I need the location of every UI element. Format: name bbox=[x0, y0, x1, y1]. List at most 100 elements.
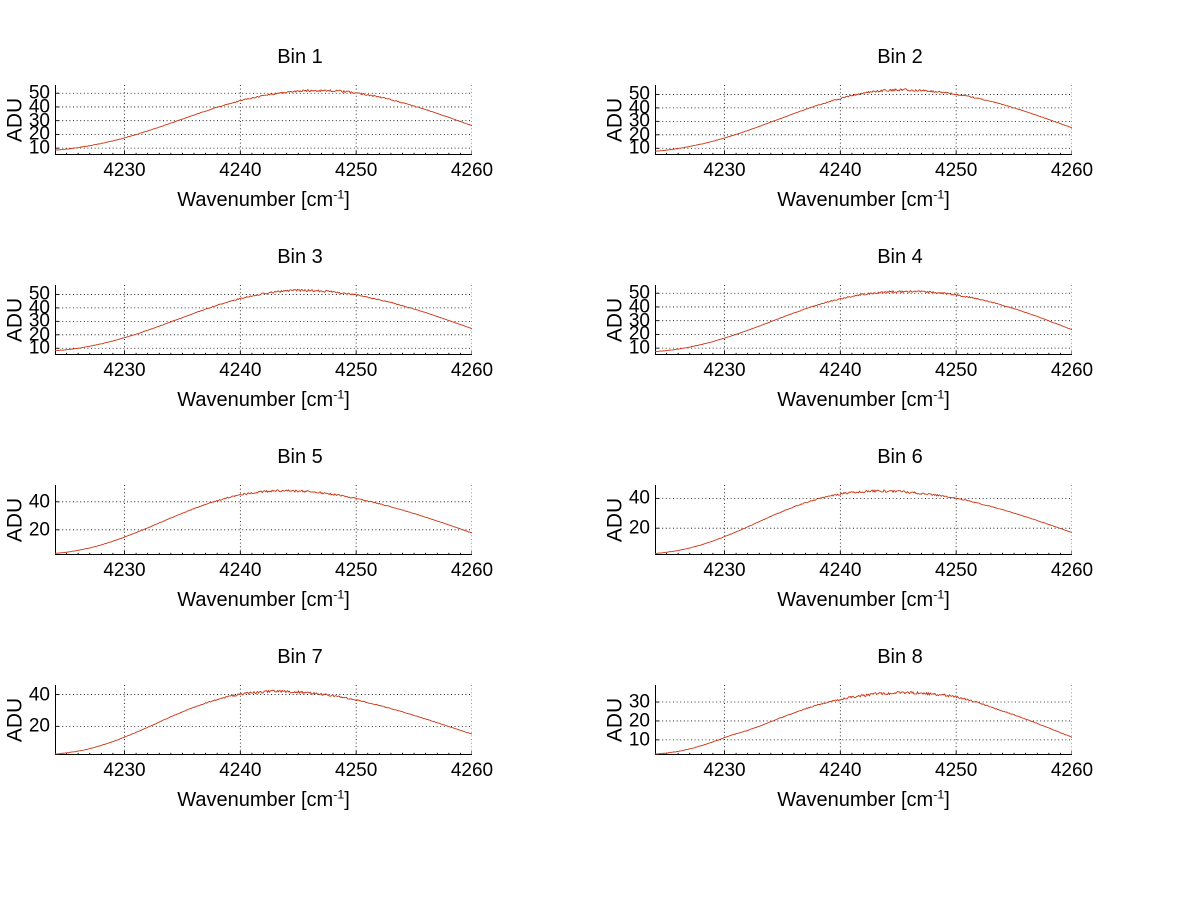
subplot-bin-1: Bin 1 ADU 10 20 30 40 50 4230 4240 4250 4260 Wavenu… bbox=[0, 45, 600, 245]
x-axis-label: Wavenumber [cm-1] bbox=[177, 588, 350, 611]
y-tick-label: 30 bbox=[28, 310, 50, 332]
x-tick-label: 4240 bbox=[219, 760, 262, 781]
y-tick-label: 50 bbox=[628, 282, 650, 304]
plot-area: ADU 20 40 4230 4240 4250 4260 Wavenumber [cm-1] bbox=[4, 685, 493, 811]
x-tick-label: 4250 bbox=[935, 560, 978, 581]
x-tick-label: 4260 bbox=[450, 160, 494, 181]
x-tick-label: 4230 bbox=[103, 160, 146, 181]
y-tick-label: 10 bbox=[628, 337, 650, 359]
y-tick-label: 30 bbox=[628, 310, 650, 332]
spectrum-line bbox=[55, 288, 472, 352]
x-tick-label: 4260 bbox=[450, 360, 494, 381]
x-tick-label: 4250 bbox=[335, 560, 378, 581]
x-tick-label: 4240 bbox=[219, 160, 262, 181]
x-tick-label: 4250 bbox=[935, 160, 978, 181]
y-tick-label: 40 bbox=[28, 297, 50, 319]
subplot-bin-6: Bin 6 ADU 20 40 4230 4240 4250 4260 Wavenumber [… bbox=[600, 445, 1200, 645]
x-tick-label: 4240 bbox=[819, 160, 862, 181]
y-axis-label: ADU bbox=[603, 497, 627, 543]
x-axis-label: Wavenumber [cm-1] bbox=[777, 587, 950, 611]
x-axis-label-tail: ] bbox=[344, 389, 350, 411]
plot-area: ADU 10 20 30 40 50 4230 4240 4250 4260 Wavenumber … bbox=[4, 285, 494, 411]
x-axis-label-tail: ] bbox=[344, 789, 350, 811]
y-tick-label: 40 bbox=[628, 487, 650, 509]
x-axis-label-exponent: -1 bbox=[933, 187, 945, 202]
x-tick-label: 4250 bbox=[335, 760, 378, 781]
y-axis-label: ADU bbox=[3, 97, 27, 143]
spectrum-plot bbox=[55, 85, 472, 155]
subplot-title: Bin 6 bbox=[877, 446, 923, 468]
y-tick-label: 10 bbox=[628, 729, 650, 751]
x-axis-label-main: Wavenumber [cm bbox=[177, 789, 334, 811]
x-axis-label-exponent: -1 bbox=[333, 787, 345, 802]
x-tick-label: 4260 bbox=[1050, 160, 1094, 181]
subplot-title: Bin 2 bbox=[877, 46, 923, 68]
x-axis-label-exponent: -1 bbox=[333, 187, 345, 202]
spectrum-line bbox=[655, 489, 1072, 555]
plot-area: ADU 10 20 30 40 50 4230 4240 4250 4260 Wavenumber … bbox=[604, 85, 1094, 211]
x-tick-label: 4230 bbox=[703, 360, 746, 381]
y-tick-label: 20 bbox=[28, 715, 50, 737]
y-tick-label: 20 bbox=[628, 710, 650, 732]
spectrum-line bbox=[55, 89, 472, 151]
spectrum-line bbox=[655, 691, 1072, 755]
y-tick-label: 20 bbox=[28, 123, 50, 145]
x-tick-label: 4240 bbox=[219, 560, 262, 581]
spectrum-line bbox=[655, 88, 1072, 152]
x-tick-label: 4230 bbox=[103, 360, 146, 381]
x-tick-label: 4230 bbox=[703, 560, 746, 581]
subplot-bin-7: Bin 7 ADU 20 40 4230 4240 4250 4260 Wavenumber [… bbox=[0, 645, 600, 845]
y-tick-label: 30 bbox=[28, 110, 50, 132]
y-axis-label: ADU bbox=[3, 497, 27, 543]
y-tick-label: 20 bbox=[628, 124, 650, 146]
x-axis-label: Wavenumber [cm-1] bbox=[777, 388, 950, 411]
x-axis-label-main: Wavenumber [cm bbox=[777, 589, 934, 611]
spectrum-plot bbox=[655, 485, 1072, 555]
x-axis-label-tail: ] bbox=[944, 189, 950, 211]
x-tick-label: 4260 bbox=[450, 560, 494, 581]
x-tick-label: 4240 bbox=[219, 360, 262, 381]
x-axis-label: Wavenumber [cm-1] bbox=[177, 187, 350, 211]
x-axis-label-exponent: -1 bbox=[933, 587, 945, 602]
plot-area: ADU 20 40 4230 4240 4250 4260 Wavenumber [cm-1] bbox=[4, 485, 493, 611]
y-tick-label: 20 bbox=[628, 323, 650, 345]
spectrum-line bbox=[55, 489, 472, 554]
spectrum-plot bbox=[655, 285, 1072, 355]
x-tick-label: 4260 bbox=[1050, 560, 1094, 581]
spectrum-plot bbox=[55, 685, 472, 755]
y-tick-label: 20 bbox=[28, 519, 50, 541]
x-axis-label-main: Wavenumber [cm bbox=[777, 389, 934, 411]
y-tick-label: 50 bbox=[28, 283, 50, 305]
spectrum-line bbox=[655, 290, 1072, 353]
plot-area: ADU 20 40 4230 4240 4250 4260 Wavenumber [cm-1] bbox=[604, 485, 1093, 611]
x-tick-label: 4250 bbox=[935, 760, 978, 781]
x-tick-label: 4260 bbox=[450, 760, 494, 781]
x-tick-label: 4240 bbox=[819, 360, 862, 381]
x-axis-label-main: Wavenumber [cm bbox=[777, 189, 934, 211]
y-tick-label: 30 bbox=[628, 691, 650, 713]
plot-area: ADU 10 20 30 40 50 4230 4240 4250 4260 Wavenumber … bbox=[4, 84, 494, 211]
x-axis-label: Wavenumber [cm-1] bbox=[777, 787, 950, 811]
x-tick-label: 4230 bbox=[703, 160, 746, 181]
y-axis-label: ADU bbox=[603, 297, 627, 343]
x-axis-label-tail: ] bbox=[944, 589, 950, 611]
x-tick-label: 4240 bbox=[819, 760, 862, 781]
y-axis-label: ADU bbox=[3, 697, 27, 743]
y-tick-label: 10 bbox=[28, 137, 50, 159]
subplot-title: Bin 1 bbox=[277, 46, 323, 68]
x-axis-label: Wavenumber [cm-1] bbox=[177, 387, 350, 411]
y-tick-label: 10 bbox=[628, 137, 650, 159]
subplot-bin-5: Bin 5 ADU 20 40 4230 4240 4250 4260 Wavenumber [… bbox=[0, 445, 600, 645]
spectrum-plot bbox=[655, 85, 1072, 155]
x-tick-label: 4240 bbox=[819, 560, 862, 581]
spectrum-plot bbox=[55, 485, 472, 555]
y-tick-label: 50 bbox=[628, 83, 650, 105]
subplot-bin-8: Bin 8 ADU 10 20 30 4230 4240 4250 4260 Wavenumber… bbox=[600, 645, 1200, 845]
subplot-title: Bin 5 bbox=[277, 446, 323, 468]
y-axis-label: ADU bbox=[603, 97, 627, 143]
y-tick-label: 10 bbox=[28, 337, 50, 359]
x-axis-label-exponent: -1 bbox=[333, 387, 345, 402]
x-axis-label-exponent: -1 bbox=[933, 787, 945, 802]
subplot-bin-3: Bin 3 ADU 10 20 30 40 50 4230 4240 4250 4260 Wavenu… bbox=[0, 245, 600, 445]
subplot-bin-2: Bin 2 ADU 10 20 30 40 50 4230 4240 4250 4260 Wavenu… bbox=[600, 45, 1200, 245]
